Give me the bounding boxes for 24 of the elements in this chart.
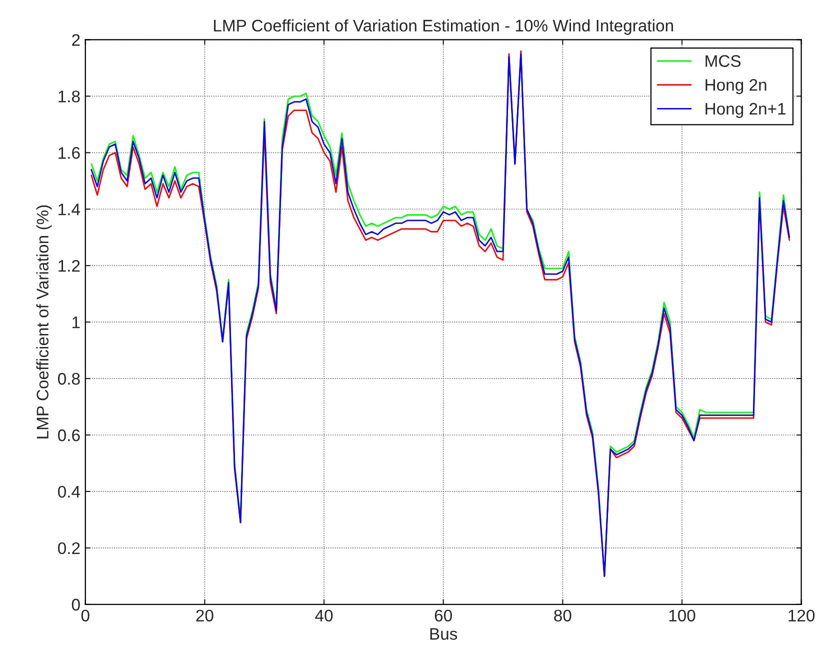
- y-tick-label: 1.8: [58, 90, 80, 102]
- y-tick-label: 1: [72, 316, 80, 328]
- y-axis-title: LMP Coefficient of Variation (%): [36, 205, 52, 438]
- x-axis-title: Bus: [430, 628, 458, 640]
- y-tick-label: 0.6: [58, 429, 80, 442]
- legend-label: Hong 2n: [706, 79, 766, 94]
- y-tick-label: 1.4: [58, 204, 80, 216]
- x-tick-label: 60: [434, 610, 452, 622]
- y-tick-label: 0.8: [58, 372, 80, 385]
- y-tick-label: 0.2: [58, 542, 80, 554]
- x-tick-label: 120: [788, 610, 815, 622]
- legend-label: Hong 2n+1: [706, 102, 786, 118]
- x-tick-label: 40: [315, 610, 333, 622]
- y-tick-label: 2: [72, 34, 80, 46]
- x-tick-label: 100: [669, 610, 696, 622]
- legend-label: MCS: [706, 55, 741, 67]
- y-tick-label: 0: [72, 598, 80, 611]
- y-tick-label: 0.4: [58, 486, 80, 498]
- chart-title: LMP Coefficient of Variation Estimation - 10% Wind Integration: [214, 19, 673, 35]
- x-tick-label: 0: [81, 610, 90, 622]
- x-tick-label: 20: [196, 610, 214, 622]
- x-tick-label: 80: [554, 610, 572, 622]
- y-tick-label: 1.2: [58, 260, 80, 272]
- y-tick-label: 1.6: [58, 147, 80, 159]
